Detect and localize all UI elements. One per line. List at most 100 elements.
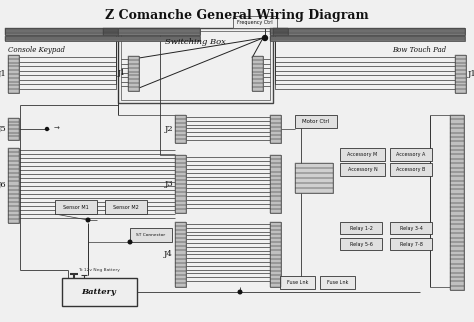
Bar <box>175 155 186 159</box>
Bar <box>450 141 464 146</box>
Bar <box>270 254 281 259</box>
Bar <box>175 127 186 131</box>
Text: Relay 5-6: Relay 5-6 <box>349 242 373 247</box>
Bar <box>5 28 200 29</box>
Text: J3: J3 <box>164 180 173 188</box>
Bar <box>8 194 19 198</box>
Bar <box>450 260 464 264</box>
Bar <box>340 222 382 234</box>
Bar <box>270 263 281 267</box>
Text: J4: J4 <box>164 250 173 258</box>
Bar <box>5 30 200 31</box>
Bar <box>320 276 355 289</box>
Bar <box>175 115 186 119</box>
Bar <box>8 177 19 181</box>
Bar <box>450 211 464 216</box>
Text: J6: J6 <box>0 181 6 189</box>
Bar <box>5 39 200 40</box>
Bar <box>455 85 466 89</box>
Bar <box>175 209 186 213</box>
Bar <box>5 40 200 41</box>
Bar <box>270 28 465 29</box>
Bar <box>340 238 382 250</box>
Bar <box>128 87 139 91</box>
Bar <box>450 172 464 176</box>
Bar <box>450 277 464 281</box>
Bar <box>8 122 19 125</box>
Text: J2: J2 <box>164 125 173 133</box>
Bar <box>5 36 200 37</box>
Bar <box>8 89 19 93</box>
Bar <box>270 251 281 254</box>
Bar <box>8 148 19 223</box>
Bar <box>450 246 464 251</box>
Bar <box>8 160 19 165</box>
Bar <box>270 205 281 209</box>
Bar <box>450 198 464 203</box>
Bar <box>103 33 118 34</box>
Bar <box>8 133 19 136</box>
Bar <box>270 188 281 192</box>
Bar <box>295 115 337 128</box>
Bar <box>270 172 281 176</box>
Text: Z Comanche General Wiring Diagram: Z Comanche General Wiring Diagram <box>105 9 369 22</box>
Bar <box>175 222 186 226</box>
Text: Bow Touch Pad: Bow Touch Pad <box>392 46 446 54</box>
Bar <box>8 66 19 70</box>
Bar <box>270 196 281 201</box>
Bar <box>270 36 465 37</box>
Bar <box>8 219 19 223</box>
Bar <box>450 238 464 242</box>
Bar <box>175 222 186 287</box>
Bar <box>450 229 464 233</box>
Bar <box>270 40 465 41</box>
Bar <box>8 173 19 177</box>
Bar <box>5 38 200 39</box>
Bar <box>450 185 464 189</box>
Text: ST Connector: ST Connector <box>137 233 165 237</box>
Bar <box>5 37 200 38</box>
Text: Relay 1-2: Relay 1-2 <box>349 225 373 231</box>
Bar <box>233 16 277 28</box>
Bar <box>270 184 281 188</box>
Bar <box>5 33 200 34</box>
Text: J1: J1 <box>0 70 6 78</box>
Bar <box>450 150 464 154</box>
Bar <box>270 226 281 230</box>
Bar <box>450 224 464 229</box>
Bar <box>455 55 466 93</box>
Bar <box>270 259 281 263</box>
Bar <box>450 159 464 163</box>
Bar <box>273 29 288 30</box>
Bar <box>5 28 200 35</box>
Text: J1: J1 <box>118 69 126 77</box>
Bar <box>450 115 464 290</box>
Bar <box>55 200 97 214</box>
Bar <box>8 85 19 89</box>
Bar <box>455 74 466 78</box>
Bar <box>270 155 281 213</box>
Bar <box>270 119 281 123</box>
Bar <box>175 135 186 139</box>
Bar <box>118 28 273 103</box>
Bar <box>270 31 465 32</box>
Bar <box>450 268 464 272</box>
Bar <box>270 234 281 238</box>
Bar <box>8 190 19 194</box>
Bar <box>270 180 281 184</box>
Bar <box>8 74 19 78</box>
Bar <box>128 79 139 83</box>
Circle shape <box>128 240 132 244</box>
Bar <box>8 136 19 140</box>
Bar <box>8 206 19 211</box>
Text: Motor Ctrl: Motor Ctrl <box>302 119 329 124</box>
Bar <box>270 139 281 143</box>
Bar <box>103 34 118 35</box>
Bar <box>128 56 139 60</box>
Bar <box>252 60 263 64</box>
Bar <box>455 59 466 62</box>
Bar <box>273 30 288 31</box>
Bar <box>295 188 333 193</box>
Bar <box>175 251 186 254</box>
Bar <box>270 32 465 33</box>
